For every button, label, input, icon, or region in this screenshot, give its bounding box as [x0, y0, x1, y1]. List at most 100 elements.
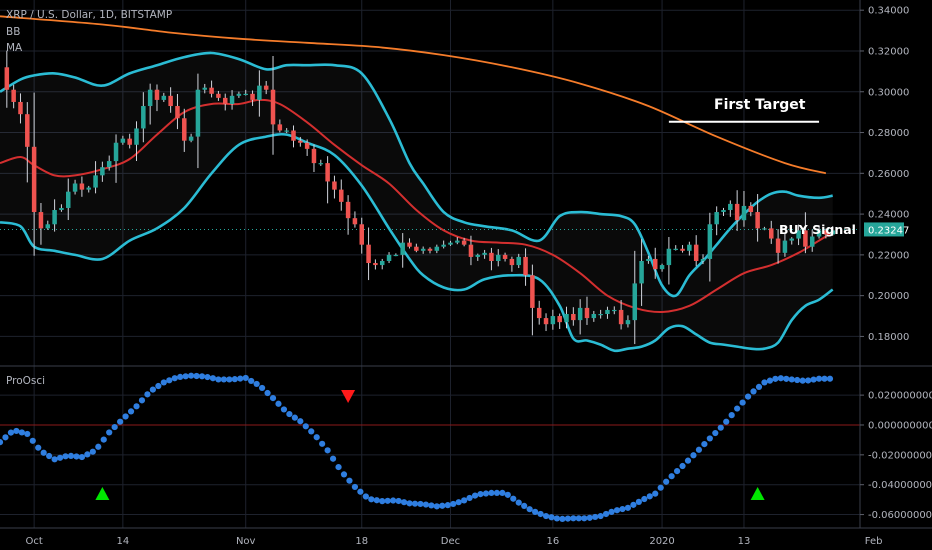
candle [755, 194, 760, 242]
candle-body [782, 240, 788, 253]
candle-body [741, 205, 747, 221]
buy-signal-marker [750, 487, 765, 500]
oscillator-dot [117, 418, 124, 425]
candle-body [414, 246, 419, 251]
candle [277, 119, 283, 133]
candle [714, 206, 719, 236]
oscillator-dot [821, 375, 828, 382]
oscillator-dot [390, 497, 397, 504]
oscillator-dot [46, 452, 53, 460]
legend-bb: BB [6, 26, 20, 38]
candle-body [475, 254, 481, 257]
oscillator-dot [575, 515, 582, 522]
oscillator-dot [340, 471, 348, 478]
oscillator-dot [373, 497, 380, 504]
oscillator-dot [138, 397, 146, 404]
oscillator-dot [744, 393, 752, 400]
candle [693, 235, 699, 267]
candle [25, 102, 30, 183]
candle-body [605, 309, 610, 315]
candle-body [598, 314, 603, 316]
oscillator-dot [826, 375, 834, 382]
candle [250, 90, 255, 106]
candle [400, 233, 405, 268]
oscillator-dot [160, 379, 167, 386]
candle [168, 87, 173, 113]
candle-body [202, 87, 208, 90]
oscillator-dot [428, 502, 435, 509]
candle-body [666, 248, 672, 266]
candle-body [571, 314, 576, 321]
oscillator-dot [701, 440, 708, 448]
candle-body [86, 187, 91, 190]
candle-body [257, 85, 262, 100]
candle [352, 211, 358, 228]
oscillator-dot [619, 505, 626, 513]
candle-body [461, 240, 467, 245]
oscillator-dot [570, 515, 577, 522]
oscillator-dot [335, 463, 342, 471]
candle [18, 93, 23, 124]
oscillator-dot [461, 497, 468, 504]
candle [809, 229, 815, 252]
candle [728, 200, 733, 217]
candle-body [830, 230, 835, 235]
oscillator-dot [450, 500, 457, 508]
candle-body [509, 258, 515, 266]
oscillator-dot [411, 500, 419, 507]
oscillator-dot [127, 408, 135, 415]
oscillator-dot [193, 372, 200, 380]
oscillator-dot [493, 489, 500, 497]
oscillator-dot [477, 491, 484, 498]
candle [359, 217, 364, 254]
oscillator-dot [805, 377, 812, 384]
candle-body [222, 97, 228, 104]
candle-body [304, 142, 310, 149]
oscillator-dot [51, 456, 58, 463]
candle [366, 227, 371, 281]
candle-body [584, 307, 590, 319]
oscillator-dot [455, 499, 462, 506]
candle-body [728, 203, 733, 211]
oscillator-dot [553, 515, 561, 522]
candle [557, 313, 562, 329]
candle-body [441, 244, 446, 247]
bollinger-band-area [0, 52, 833, 351]
candle-body [311, 148, 317, 164]
candle-body [379, 260, 385, 266]
time-tick-label: Oct [25, 536, 42, 547]
candle-body [734, 203, 740, 221]
candle-body [775, 238, 781, 253]
time-tick-label: 13 [738, 536, 751, 547]
candle-body [577, 307, 583, 321]
candle-body [809, 236, 815, 247]
oscillator-dot [56, 454, 64, 461]
oscillator-dot [95, 443, 102, 450]
candle-body [714, 212, 719, 225]
oscillator-dot [62, 453, 69, 460]
oscillator-dot [641, 495, 648, 503]
candle-body [816, 230, 822, 237]
oscillator-dot [24, 430, 31, 438]
candle [188, 133, 194, 143]
candle [407, 238, 412, 249]
candle [782, 233, 788, 257]
oscillator-dot [280, 406, 288, 413]
candle [127, 133, 132, 149]
candle [236, 91, 242, 98]
time-tick-label: Nov [236, 536, 256, 547]
candle-body [530, 275, 535, 308]
candle [284, 128, 289, 134]
candle-body [632, 283, 638, 321]
candle-body [536, 307, 542, 319]
candle [468, 235, 474, 266]
candle-body [175, 106, 180, 119]
candle-body [277, 124, 283, 131]
oscillator-dot [351, 483, 359, 491]
candle [332, 175, 337, 199]
candle [222, 93, 228, 111]
oscillator-dot [395, 497, 402, 505]
oscillator-dot [422, 501, 430, 508]
oscillator-dot [646, 493, 653, 500]
